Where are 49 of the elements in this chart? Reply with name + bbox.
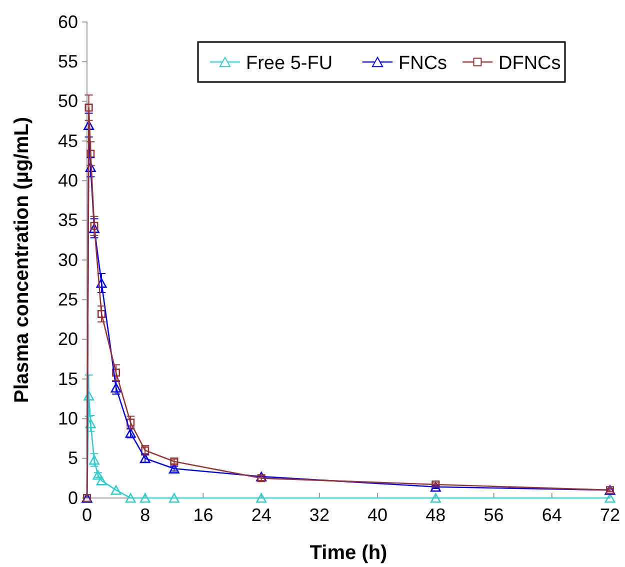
y-tick-label: 5 [68,448,78,468]
y-tick-label: 0 [68,488,78,508]
y-tick-label: 45 [58,130,78,151]
x-tick-label: 0 [82,504,92,525]
point [90,222,98,230]
y-tick-label: 40 [58,170,78,190]
x-tick-label: 16 [193,504,214,525]
x-axis-title: Time (h) [310,542,388,564]
point [85,162,96,172]
point [604,493,616,503]
point [96,476,107,486]
y-tick-label: 60 [58,12,78,32]
point [96,278,107,288]
point [432,480,440,489]
y-tick-label: 50 [58,91,78,112]
point [110,485,122,495]
x-tick-label: 32 [309,504,330,525]
y-tick-label: 30 [58,250,78,270]
legend-label: FNCs [398,53,448,74]
y-tick-label: 15 [58,368,78,389]
x-tick-label: 24 [251,504,272,525]
legend-label: Free 5-FU [246,53,333,74]
x-tick-label: 8 [140,504,150,525]
point [84,104,93,112]
point [168,493,180,503]
point [140,445,150,456]
x-tick-label: 56 [484,504,504,525]
point [140,493,150,503]
y-axis-title: Plasma concentration (µg/mL) [11,116,33,404]
point [85,418,96,428]
point [430,493,441,503]
point [84,390,94,400]
y-tick-label: 35 [58,210,78,230]
point [256,493,267,503]
point [86,150,95,158]
x-tick-label: 72 [600,504,620,525]
legend-label: DFNCs [498,53,561,74]
point [112,368,120,377]
x-tick-label: 64 [542,504,562,525]
point [430,482,441,492]
point [125,493,136,503]
y-tick-label: 55 [58,51,78,72]
point [89,223,100,234]
y-tick-label: 25 [58,289,78,310]
x-tick-label: 40 [368,504,388,525]
y-tick-label: 20 [58,329,78,350]
x-tick-label: 48 [426,504,446,525]
y-tick-label: 10 [58,408,78,428]
point [98,310,106,318]
